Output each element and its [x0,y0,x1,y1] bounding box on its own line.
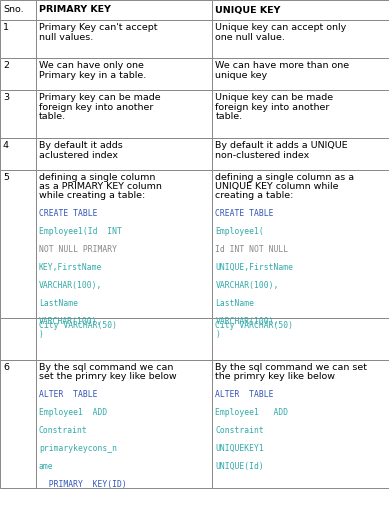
Bar [0,360,36,488]
Text: Employee1(: Employee1( [216,227,264,236]
Text: one null value.: one null value. [216,32,285,42]
Bar [36,138,212,170]
Text: as a PRIMARY KEY column: as a PRIMARY KEY column [39,182,162,191]
Text: ): ) [216,330,220,339]
Text: VARCHAR(100),: VARCHAR(100), [216,317,279,326]
Text: creating a table:: creating a table: [216,191,294,200]
Text: non-clustered index: non-clustered index [216,150,310,160]
Text: VARCHAR(100),: VARCHAR(100), [39,281,102,290]
Text: aclustered index: aclustered index [39,150,118,160]
Text: Constraint: Constraint [39,426,88,435]
Bar [36,58,212,90]
Bar [36,318,212,360]
Text: Unique key can be made: Unique key can be made [216,93,333,102]
Text: UNIQUE,FirstName: UNIQUE,FirstName [216,263,293,272]
Bar [36,360,212,488]
Text: CREATE TABLE: CREATE TABLE [216,209,274,218]
Text: table.: table. [39,112,66,121]
Text: foreign key into another: foreign key into another [39,102,153,111]
Text: 6: 6 [3,363,9,372]
Text: ): ) [39,330,44,339]
Text: Primary key can be made: Primary key can be made [39,93,160,102]
Text: Constraint: Constraint [216,426,264,435]
Text: City VARCHAR(50): City VARCHAR(50) [39,321,117,330]
Text: City VARCHAR(50): City VARCHAR(50) [216,321,293,330]
Text: PRIMARY KEY: PRIMARY KEY [39,6,110,15]
Bar [212,170,389,318]
Text: Employee1  ADD: Employee1 ADD [39,408,107,417]
Text: Sno.: Sno. [3,6,24,15]
Text: VARCHAR(100),: VARCHAR(100), [216,281,279,290]
Text: ALTER  TABLE: ALTER TABLE [216,390,274,399]
Text: NOT NULL PRIMARY: NOT NULL PRIMARY [39,245,117,254]
Text: defining a single column: defining a single column [39,173,155,182]
Bar [212,90,389,138]
Text: By default it adds a UNIQUE: By default it adds a UNIQUE [216,141,348,150]
Text: Primary key in a table.: Primary key in a table. [39,71,146,80]
Bar [36,20,212,58]
Text: 5: 5 [3,173,9,182]
Text: 3: 3 [3,93,9,102]
Bar [0,90,36,138]
Bar [0,0,36,20]
Text: defining a single column as a: defining a single column as a [216,173,354,182]
Text: LastName: LastName [39,299,78,308]
Bar [0,20,36,58]
Text: Employee1(Id  INT: Employee1(Id INT [39,227,122,236]
Text: table.: table. [216,112,242,121]
Text: By the sql command we can set: By the sql command we can set [216,363,367,372]
Bar [212,0,389,20]
Text: KEY,FirstName: KEY,FirstName [39,263,102,272]
Text: UNIQUE(Id): UNIQUE(Id) [216,462,264,471]
Text: UNIQUE KEY: UNIQUE KEY [216,6,281,15]
Bar [0,170,36,318]
Bar [0,138,36,170]
Text: LastName: LastName [216,299,254,308]
Bar [36,0,212,20]
Text: 1: 1 [3,23,9,32]
Text: 2: 2 [3,61,9,70]
Text: UNIQUE KEY column while: UNIQUE KEY column while [216,182,339,191]
Text: By default it adds: By default it adds [39,141,123,150]
Text: unique key: unique key [216,71,268,80]
Text: We can have only one: We can have only one [39,61,144,70]
Text: ame: ame [39,462,53,471]
Text: CREATE TABLE: CREATE TABLE [39,209,97,218]
Text: Id INT NOT NULL: Id INT NOT NULL [216,245,289,254]
Bar [212,138,389,170]
Text: the primry key like below: the primry key like below [216,372,335,381]
Bar [212,360,389,488]
Text: VARCHAR(100),: VARCHAR(100), [39,317,102,326]
Text: while creating a table:: while creating a table: [39,191,145,200]
Bar [212,20,389,58]
Text: Unique key can accept only: Unique key can accept only [216,23,347,32]
Text: UNIQUEKEY1: UNIQUEKEY1 [216,444,264,453]
Text: ALTER  TABLE: ALTER TABLE [39,390,97,399]
Text: 4: 4 [3,141,9,150]
Text: We can have more than one: We can have more than one [216,61,350,70]
Text: primarykeycons_n: primarykeycons_n [39,444,117,453]
Text: foreign key into another: foreign key into another [216,102,330,111]
Bar [36,170,212,318]
Text: PRIMARY  KEY(ID): PRIMARY KEY(ID) [39,480,126,489]
Bar [36,90,212,138]
Text: Primary Key can't accept: Primary Key can't accept [39,23,157,32]
Bar [212,58,389,90]
Bar [0,58,36,90]
Text: set the primry key like below: set the primry key like below [39,372,177,381]
Text: By the sql command we can: By the sql command we can [39,363,173,372]
Bar [0,318,36,360]
Text: null values.: null values. [39,32,93,42]
Bar [212,318,389,360]
Text: Employee1   ADD: Employee1 ADD [216,408,289,417]
